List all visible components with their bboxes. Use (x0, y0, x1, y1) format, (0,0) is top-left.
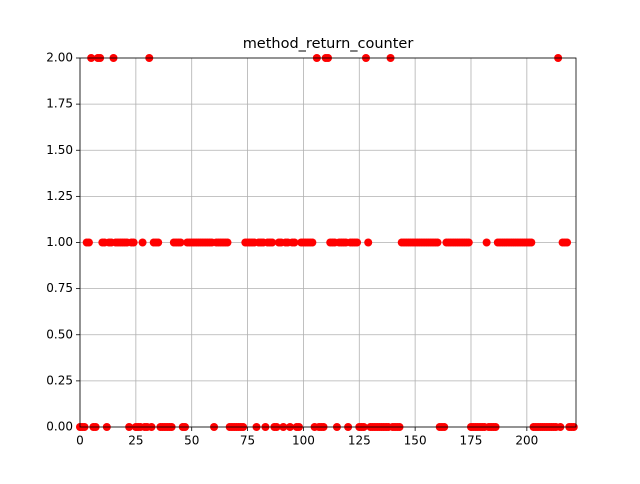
point (290, 238, 299, 247)
y-tick-label: 1.00 (46, 235, 73, 249)
x-tick-label: 25 (128, 434, 143, 448)
point (527, 238, 536, 247)
point (129, 238, 138, 247)
x-tick-label: 100 (292, 434, 315, 448)
y-tick-label: 2.00 (46, 51, 73, 65)
y-tick-label: 1.75 (46, 97, 73, 111)
x-tick-label: 50 (184, 434, 199, 448)
point (353, 238, 362, 247)
point (268, 238, 277, 247)
point (563, 238, 572, 247)
x-tick-label: 175 (460, 434, 483, 448)
point (482, 238, 491, 247)
point (433, 238, 442, 247)
x-tick-label: 0 (76, 434, 84, 448)
point (154, 238, 163, 247)
point (138, 238, 147, 247)
y-tick-label: 0.25 (46, 373, 73, 387)
plot-frame (79, 57, 577, 428)
x-tick-label: 150 (404, 434, 427, 448)
point (464, 238, 473, 247)
x-tick-label: 75 (240, 434, 255, 448)
y-tick-label: 1.25 (46, 189, 73, 203)
point (176, 238, 185, 247)
y-tick-label: 0.50 (46, 327, 73, 341)
point (364, 238, 373, 247)
x-tick-label: 200 (515, 434, 538, 448)
point (308, 238, 317, 247)
chart-title: method_return_counter (243, 36, 414, 52)
y-tick-label: 1.50 (46, 143, 73, 157)
y-tick-label: 0.00 (46, 420, 73, 434)
x-tick-label: 125 (348, 434, 371, 448)
y-tick-label: 0.75 (46, 281, 73, 295)
point (223, 238, 232, 247)
point (84, 238, 93, 247)
